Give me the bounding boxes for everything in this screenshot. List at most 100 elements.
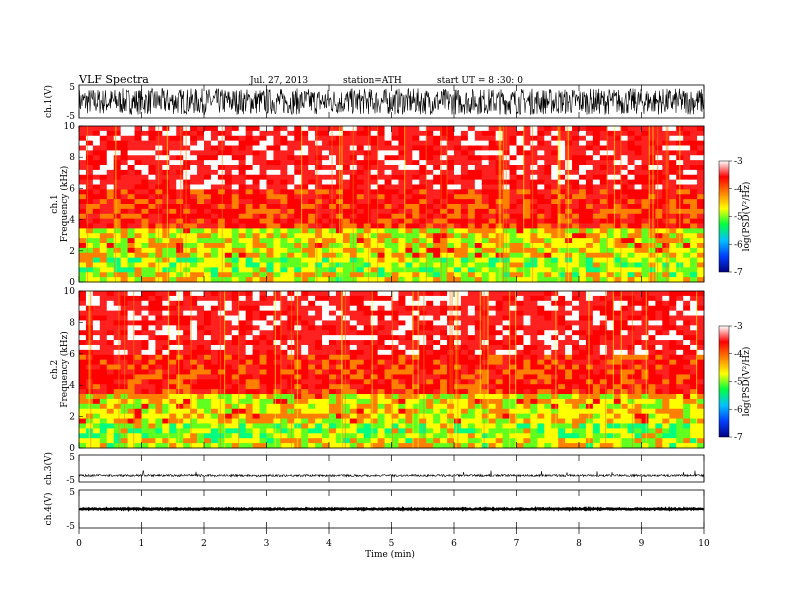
spectrogram-cell bbox=[412, 252, 420, 259]
spectrogram-cell bbox=[606, 199, 615, 205]
spectrogram-cell bbox=[523, 243, 531, 249]
spectrogram-cell bbox=[162, 379, 170, 385]
spectrogram-cell bbox=[217, 398, 226, 405]
spectrogram-cell bbox=[384, 295, 392, 302]
spectrogram-cell bbox=[634, 228, 642, 234]
spectrogram-cell bbox=[127, 213, 135, 220]
spectrogram-cell bbox=[190, 140, 198, 146]
spectrogram-cell bbox=[384, 398, 392, 405]
spectrogram-cell bbox=[301, 199, 309, 205]
spectrogram-cell bbox=[106, 330, 115, 336]
spectrogram-cell bbox=[301, 403, 309, 410]
spectrogram-cell bbox=[433, 369, 441, 375]
spectrogram-cell bbox=[322, 438, 330, 444]
spectrogram-cell bbox=[197, 320, 205, 326]
spectrogram-cell bbox=[481, 428, 490, 434]
start-time-label: start UT = 8 :30: 0 bbox=[437, 76, 523, 86]
spectrogram-cell bbox=[426, 374, 434, 380]
spectrogram-cell bbox=[92, 238, 101, 244]
spectrogram-cell bbox=[384, 310, 392, 316]
spectrogram-cell bbox=[162, 291, 170, 297]
spectrogram-cell bbox=[176, 130, 184, 137]
spectrogram-cell bbox=[238, 165, 247, 171]
spectrogram-cell bbox=[488, 179, 497, 185]
spectrogram-cell bbox=[690, 238, 698, 244]
spectrogram-cell bbox=[620, 179, 629, 185]
spectrogram-cell bbox=[259, 320, 267, 326]
spectrogram-cell bbox=[572, 233, 580, 239]
spectrogram-cell bbox=[342, 295, 351, 302]
spectrogram-cell bbox=[162, 252, 170, 259]
spectrogram-cell bbox=[474, 320, 483, 326]
spectrogram-cell bbox=[669, 135, 677, 142]
waveform-trace bbox=[78, 87, 705, 116]
spectrogram-cell bbox=[79, 184, 87, 190]
spectrogram-cell bbox=[231, 418, 240, 424]
spectrogram-cell bbox=[592, 140, 601, 146]
spectrogram-cell bbox=[141, 277, 149, 283]
spectrogram-cell bbox=[398, 126, 406, 132]
spectrogram-cell bbox=[210, 194, 219, 200]
spectrogram-cell bbox=[148, 423, 156, 429]
spectrogram-cell bbox=[433, 295, 441, 302]
spectrogram-cell bbox=[544, 262, 552, 268]
spectrogram-cell bbox=[398, 189, 406, 195]
spectrogram-cell bbox=[245, 389, 254, 395]
spectrogram-cell bbox=[190, 300, 198, 307]
spectrogram-cell bbox=[377, 223, 385, 229]
spectrogram-cell bbox=[481, 189, 490, 195]
spectrogram-cell bbox=[579, 233, 587, 239]
spectrogram-cell bbox=[363, 189, 372, 195]
spectrogram-cell bbox=[460, 174, 469, 181]
spectrogram-cell bbox=[384, 145, 392, 151]
spectrogram-cell bbox=[224, 344, 233, 351]
spectrogram-cell bbox=[509, 247, 517, 254]
spectrogram-cell bbox=[238, 204, 247, 210]
spectrogram-cell bbox=[197, 325, 205, 331]
spectrogram-cell bbox=[606, 145, 615, 151]
spectrogram-cell bbox=[467, 295, 476, 302]
spectrogram-cell bbox=[113, 295, 122, 302]
spectrogram-cell bbox=[259, 354, 267, 361]
spectrogram-cell bbox=[335, 428, 344, 434]
spectrogram-cell bbox=[280, 257, 288, 263]
spectrogram-cell bbox=[79, 179, 87, 185]
spectrogram-cell bbox=[627, 184, 635, 190]
spectrogram-cell bbox=[169, 228, 177, 234]
spectrogram-cell bbox=[176, 394, 184, 400]
spectrogram-cell bbox=[329, 428, 337, 434]
spectrogram-cell bbox=[224, 174, 233, 181]
spectrogram-cell bbox=[467, 428, 476, 434]
spectrogram-cell bbox=[252, 277, 260, 283]
spectrogram-cell bbox=[592, 208, 601, 215]
spectrogram-cell bbox=[648, 238, 656, 244]
spectrogram-cell bbox=[204, 179, 212, 185]
spectrogram-cell bbox=[655, 252, 663, 259]
spectrogram-cell bbox=[655, 150, 663, 156]
spectrogram-cell bbox=[315, 145, 323, 151]
spectrogram-cell bbox=[592, 165, 601, 171]
spectrogram-cell bbox=[238, 155, 247, 161]
spectrogram-cell bbox=[252, 223, 260, 229]
spectrogram-streak bbox=[331, 126, 333, 282]
spectrogram-cell bbox=[169, 277, 177, 283]
spectrogram-cell bbox=[273, 305, 281, 312]
spectrogram-cell bbox=[384, 267, 392, 273]
spectrogram-cell bbox=[481, 349, 490, 356]
spectrogram-cell bbox=[447, 247, 455, 254]
spectrogram-cell bbox=[252, 257, 260, 263]
spectrogram-cell bbox=[301, 262, 309, 268]
spectrogram-cell bbox=[412, 257, 420, 263]
spectrogram-cell bbox=[231, 165, 240, 171]
spectrogram-cell bbox=[572, 257, 580, 263]
spectrogram-cell bbox=[197, 213, 205, 220]
spectrogram-cell bbox=[370, 325, 379, 331]
spectrogram-cell bbox=[155, 330, 163, 336]
spectrogram-cell bbox=[231, 204, 240, 210]
spectrogram-cell bbox=[217, 257, 226, 263]
spectrogram-cell bbox=[405, 344, 413, 351]
spectrogram-cell bbox=[342, 364, 351, 370]
spectrogram-cell bbox=[370, 233, 379, 239]
spectrogram-cell bbox=[537, 277, 545, 283]
spectrogram-cell bbox=[238, 189, 247, 195]
